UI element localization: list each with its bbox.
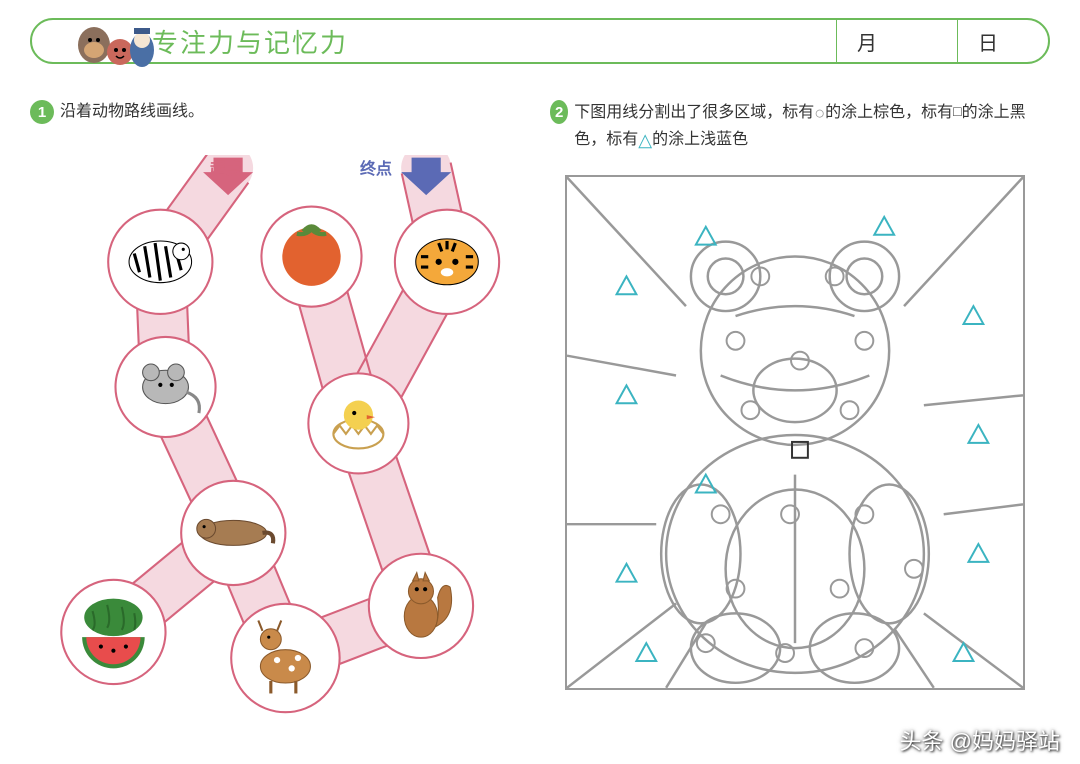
end-label: 终点 (360, 155, 392, 179)
exercise-2-panel: 2 下图用线分割出了很多区域，标有○的涂上棕色，标有□的涂上黑色，标有△的涂上浅… (550, 100, 1050, 744)
exercise-1-badge: 1 (30, 100, 54, 124)
header-mascot-icon (72, 10, 162, 70)
maze-diagram: 起点 终点 (30, 155, 520, 744)
exercise-2-prompt: 下图用线分割出了很多区域，标有○的涂上棕色，标有□的涂上黑色，标有△的涂上浅蓝色 (574, 100, 1050, 154)
tiger-icon (416, 239, 479, 285)
circle-icon: ○ (814, 103, 825, 123)
month-label: 月 (836, 20, 897, 62)
start-label: 起点 (210, 155, 242, 179)
content-area: 1 沿着动物路线画线。 起点 终点 2 下图用线分割出了很多区域，标有○的涂上棕… (30, 100, 1050, 744)
exercise-1-panel: 1 沿着动物路线画线。 起点 终点 (30, 100, 530, 744)
square-icon: □ (953, 103, 961, 119)
watermark-text: 头条 @妈妈驿站 (900, 724, 1060, 756)
page-header: 专注力与记忆力 月 日 (30, 18, 1050, 64)
date-fields: 月 日 (836, 20, 1018, 62)
zebra-icon (129, 241, 192, 283)
exercise-2-badge: 2 (550, 100, 568, 124)
exercise-1-prompt: 沿着动物路线画线。 (60, 100, 204, 124)
triangle-icon: △ (638, 130, 652, 150)
color-by-shape-box (565, 175, 1025, 690)
page-title: 专注力与记忆力 (152, 23, 348, 60)
day-label: 日 (957, 20, 1018, 62)
